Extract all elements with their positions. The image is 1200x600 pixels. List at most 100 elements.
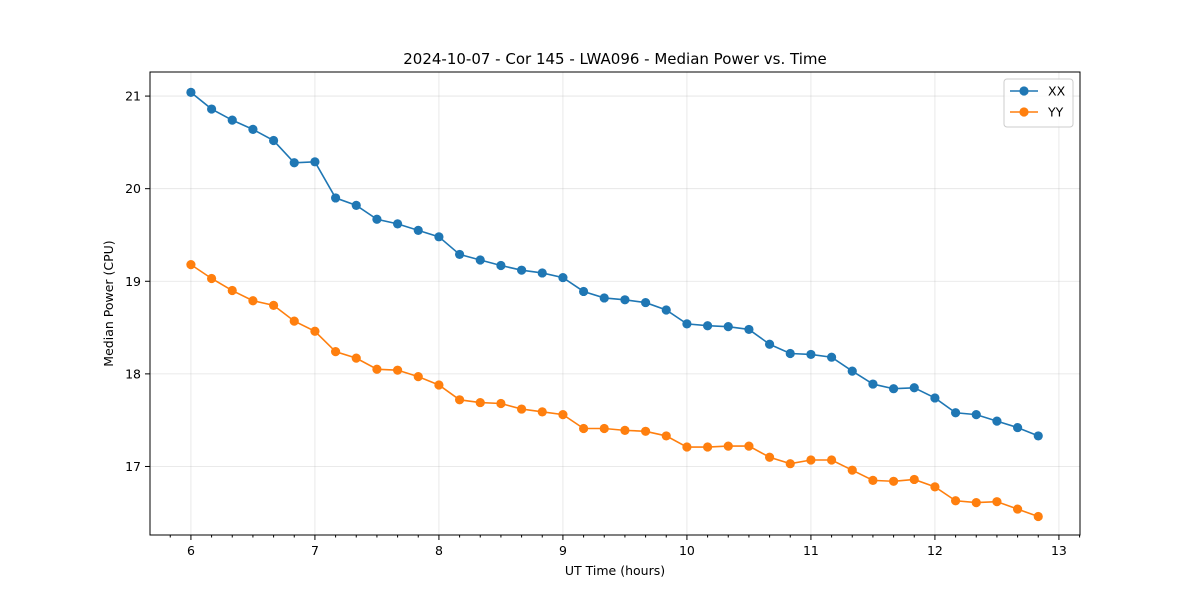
data-point-yy [826,455,837,465]
data-point-yy [310,326,320,336]
data-point-xx [248,124,258,135]
data-point-yy [558,410,568,420]
data-point-xx [537,268,547,278]
data-point-yy [785,459,795,469]
data-point-yy [1033,511,1043,522]
legend: XX YY [1003,78,1074,128]
data-point-xx [558,272,568,283]
series-layer [186,87,1043,522]
data-point-yy [744,441,754,451]
data-point-yy [661,431,671,441]
data-point-xx [392,219,403,229]
x-tick-label: 10 [679,543,695,558]
data-point-xx [806,349,816,360]
legend-marker [1019,107,1029,117]
data-point-yy [640,426,651,436]
data-point-yy [186,260,196,270]
data-point-xx [971,410,981,420]
data-point-yy [930,482,940,492]
x-tick-label: 7 [311,543,319,558]
data-point-xx [785,348,795,359]
data-point-xx [310,157,320,167]
data-point-yy [764,452,775,462]
x-tick-label: 11 [803,543,819,558]
data-point-xx [330,193,341,203]
data-point-yy [372,364,382,374]
data-point-xx [496,260,506,271]
x-tick-label: 9 [559,543,567,558]
data-point-yy [475,397,485,408]
data-point-yy [950,496,961,506]
data-point-xx [351,200,361,210]
y-tick-label: 17 [125,459,141,474]
data-point-xx [268,135,279,146]
data-point-xx [599,293,609,303]
data-point-yy [434,380,444,390]
data-point-yy [847,465,857,475]
data-point-yy [351,353,361,363]
legend-label: YY [1047,105,1064,120]
data-point-yy [206,273,217,284]
data-point-xx [434,232,444,242]
data-point-xx [475,255,485,265]
series-xx [186,87,1043,441]
data-point-xx [826,352,837,362]
data-point-yy [971,497,981,508]
data-point-xx [454,249,465,260]
data-point-yy [806,455,816,465]
data-point-yy [909,474,919,485]
data-point-xx [372,214,382,224]
data-point-yy [578,423,589,434]
grid [150,72,1080,535]
data-point-yy [330,347,341,357]
data-point-xx [744,324,754,335]
data-point-xx [661,305,671,315]
data-point-yy [248,296,258,306]
data-point-xx [930,393,940,403]
axis-ticks: 6 7 8 9 10 11 12 13 17 18 19 20 21 [125,89,1081,558]
series-yy [186,260,1043,522]
data-point-xx [909,383,919,393]
x-tick-label: 12 [927,543,943,558]
data-point-xx [578,286,589,297]
data-point-xx [702,321,713,331]
legend-label: XX [1048,84,1066,99]
data-point-yy [723,441,733,451]
y-tick-label: 19 [125,274,141,289]
data-point-yy [888,476,899,486]
data-point-yy [413,372,423,382]
data-point-xx [516,265,527,275]
plot-frame [149,71,1081,536]
data-point-yy [496,398,506,409]
data-point-xx [764,339,775,349]
data-point-yy [868,475,878,485]
data-point-yy [392,365,403,375]
data-point-yy [516,404,527,414]
data-point-yy [620,425,630,435]
data-point-xx [950,408,961,418]
data-point-yy [227,285,237,296]
data-point-xx [227,115,237,125]
data-point-yy [702,442,713,452]
data-point-xx [620,295,630,305]
y-tick-label: 18 [125,366,141,381]
data-point-xx [888,384,899,394]
x-tick-label: 8 [435,543,443,558]
data-point-xx [186,87,196,97]
legend-entry-yy: YY [1010,105,1064,120]
y-tick-label: 20 [125,181,141,196]
y-tick-label: 21 [125,89,141,104]
data-point-xx [1033,431,1043,441]
legend-marker [1019,86,1029,96]
data-point-yy [992,497,1002,507]
data-point-yy [1012,504,1023,514]
data-point-xx [413,225,423,235]
legend-entry-xx: XX [1010,84,1066,99]
data-point-yy [454,395,465,405]
data-point-xx [206,104,217,114]
x-tick-label: 6 [187,543,195,558]
data-point-yy [682,442,692,452]
data-point-xx [992,416,1002,426]
data-point-xx [640,297,651,308]
data-point-yy [289,316,299,326]
